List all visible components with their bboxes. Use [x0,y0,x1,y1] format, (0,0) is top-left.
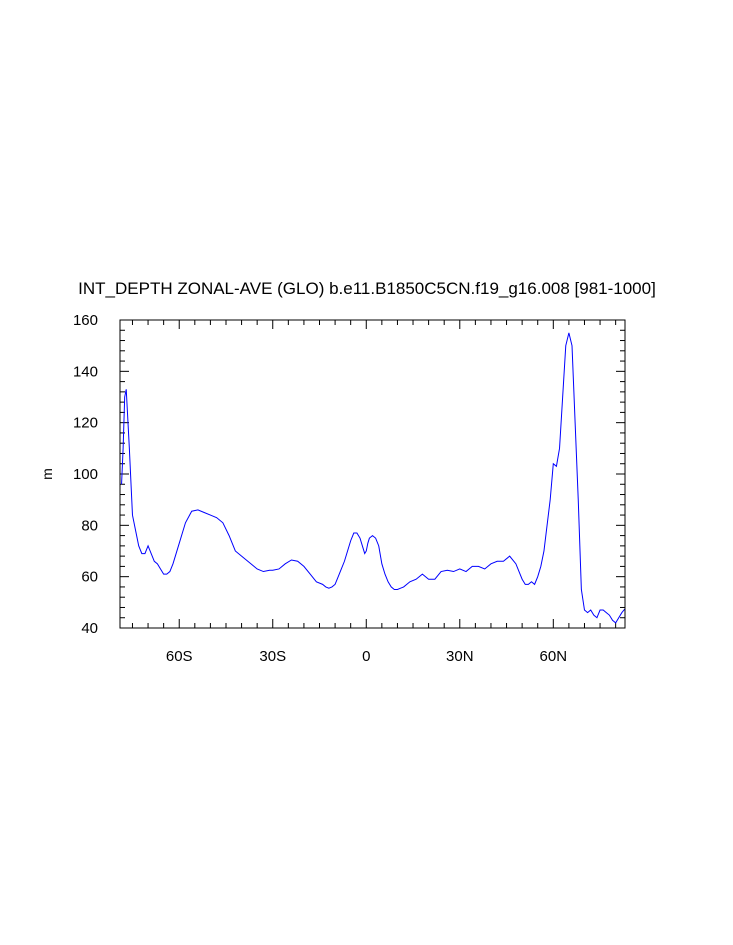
x-tick-label: 0 [362,648,370,665]
x-tick-label: 30N [446,648,474,665]
y-tick-label: 160 [73,312,98,329]
plot-area [121,332,625,624]
y-tick-label: 100 [73,466,98,483]
tick-labels: 60S 30S 0 30N 60N 40 60 80 100 120 140 160 [73,312,567,665]
axis-ticks [120,319,625,629]
x-tick-label: 60S [166,648,193,665]
y-tick-label: 120 [73,415,98,432]
y-axis-label: m [39,468,55,480]
y-tick-label: 80 [81,517,98,534]
x-tick-label: 30S [259,648,286,665]
y-tick-label: 140 [73,363,98,380]
y-tick-label: 60 [81,569,98,586]
chart-title: INT_DEPTH ZONAL-AVE (GLO) b.e11.B1850C5C… [78,279,656,298]
series-line [121,332,625,624]
x-tick-label: 60N [540,648,568,665]
plot-frame [119,319,626,629]
y-tick-label: 40 [81,620,98,637]
